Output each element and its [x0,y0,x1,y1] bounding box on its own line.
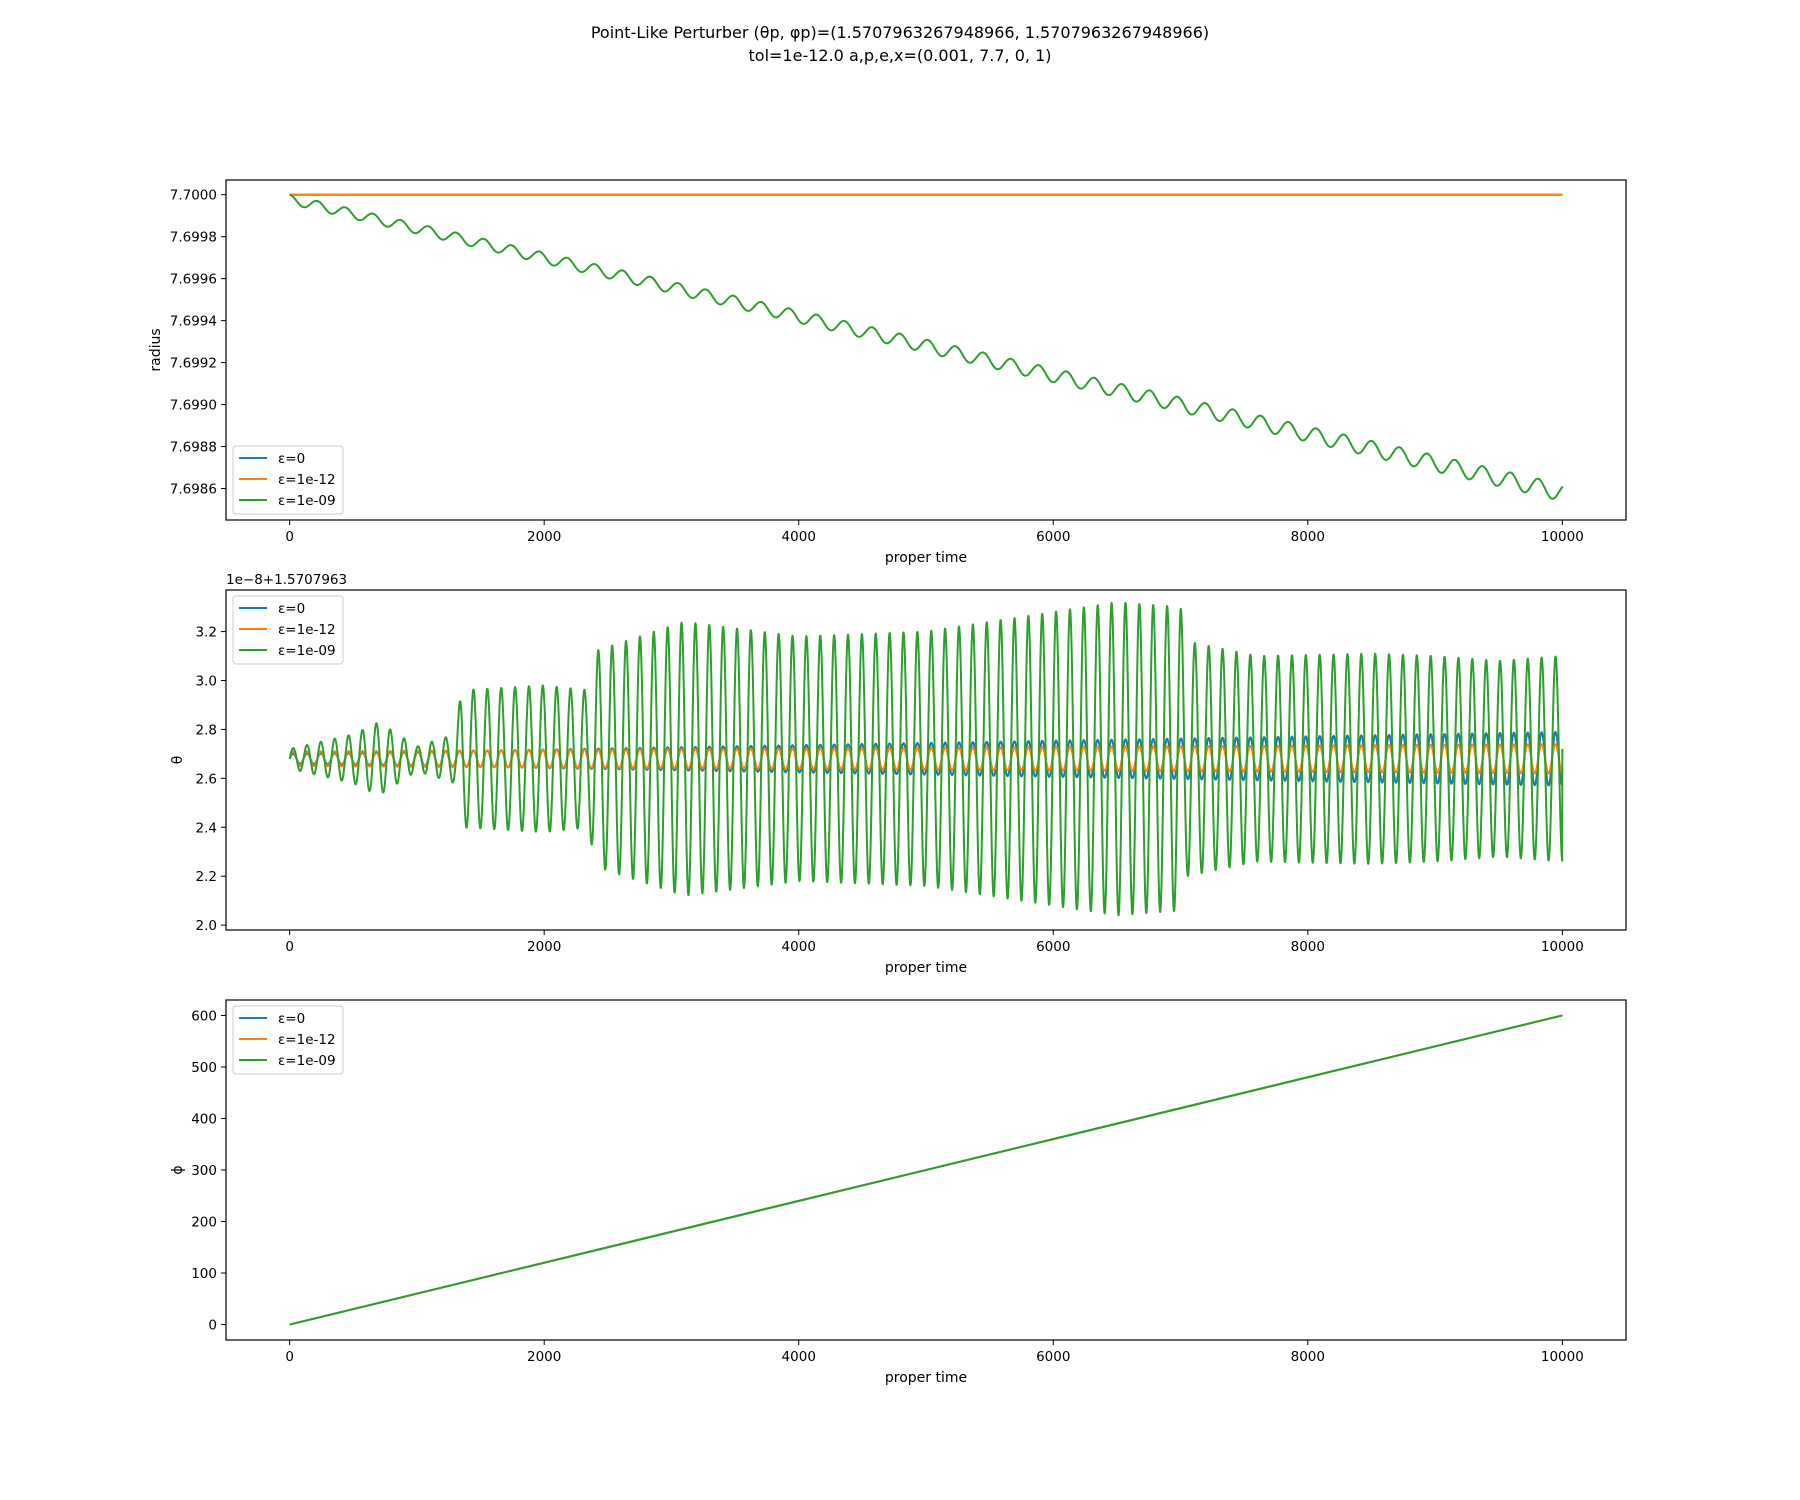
y-ticks: 2.0 2.2 2.4 2.6 2.8 3.0 3.2 [196,625,226,934]
x-tick-label: 8000 [1291,529,1325,545]
legend-label-eps1e-09: ε=1e-09 [278,493,336,509]
legend-label-eps0: ε=0 [278,1011,305,1027]
x-ticks: 0 2000 4000 6000 8000 10000 [285,930,1584,955]
y-tick-label: 2.6 [196,771,217,787]
legend-label-eps1e-12: ε=1e-12 [278,472,336,488]
y-tick-label: 200 [191,1215,217,1231]
x-axis-label: proper time [885,550,967,566]
x-tick-label: 8000 [1291,1349,1325,1365]
legend-label-eps0: ε=0 [278,601,305,617]
y-tick-label: 7.6994 [170,314,217,330]
y-tick-label: 3.0 [196,674,217,690]
y-offset-text: 1e−8+1.5707963 [226,572,347,588]
y-tick-label: 2.8 [196,722,217,738]
x-tick-label: 8000 [1291,939,1325,955]
plot-frame [225,179,1627,521]
x-tick-label: 0 [285,1349,294,1365]
x-ticks: 0 2000 4000 6000 8000 10000 [285,1340,1584,1365]
x-tick-label: 4000 [782,939,816,955]
legend: ε=0 ε=1e-12 ε=1e-09 [232,1005,344,1075]
x-tick-label: 2000 [527,1349,561,1365]
y-tick-label: 600 [191,1008,217,1024]
legend: ε=0 ε=1e-12 ε=1e-09 [232,445,344,515]
x-tick-label: 6000 [1036,529,1070,545]
legend-label-eps1e-12: ε=1e-12 [278,622,336,638]
y-ticks: 0 100 200 300 400 500 600 [191,1008,226,1334]
x-tick-label: 4000 [782,1349,816,1365]
y-ticks: 7.6986 7.6988 7.6990 7.6992 7.6994 7.6996 7.69… [170,188,226,498]
y-tick-label: 2.2 [196,869,217,885]
subplot-radius: 0 2000 4000 6000 8000 10000 7.6986 7.6988 7.699… [148,179,1627,566]
x-ticks: 0 2000 4000 6000 8000 10000 [285,520,1584,545]
figure-title-line1: Point-Like Perturber (θp, φp)=(1.5707963… [591,23,1209,42]
y-tick-label: 300 [191,1163,217,1179]
y-tick-label: 7.7000 [170,188,217,204]
plot-lines [289,1014,1563,1326]
x-tick-label: 10000 [1541,1349,1584,1365]
y-axis-label: ϕ [170,1165,186,1174]
x-tick-label: 0 [285,529,294,545]
y-tick-label: 7.6990 [170,398,217,414]
y-tick-label: 100 [191,1266,217,1282]
plot-frame [225,589,1627,931]
x-axis-label: proper time [885,960,967,976]
figure-title-line2: tol=1e-12.0 a,p,e,x=(0.001, 7.7, 0, 1) [749,46,1052,65]
x-tick-label: 6000 [1036,1349,1070,1365]
y-tick-label: 7.6998 [170,230,217,246]
plot-lines [288,601,1564,917]
legend-box [232,1005,344,1075]
legend-box [232,595,344,665]
y-tick-label: 7.6992 [170,356,217,372]
y-tick-label: 400 [191,1111,217,1127]
x-tick-label: 6000 [1036,939,1070,955]
series-line-1e-09 [288,601,1564,917]
x-tick-label: 0 [285,939,294,955]
series-line-1e-09 [288,193,1564,500]
x-tick-label: 10000 [1541,529,1584,545]
subplot-phi: 0 2000 4000 6000 8000 10000 0 100 200 300 400 500 6… [170,999,1627,1386]
y-tick-label: 2.0 [196,918,217,934]
x-tick-label: 2000 [527,939,561,955]
legend-label-eps1e-09: ε=1e-09 [278,1053,336,1069]
x-tick-label: 10000 [1541,939,1584,955]
y-axis-label: θ [170,756,186,765]
x-tick-label: 4000 [782,529,816,545]
x-tick-label: 2000 [527,529,561,545]
legend-box [232,445,344,515]
legend-label-eps0: ε=0 [278,451,305,467]
y-tick-label: 7.6986 [170,482,217,498]
subplot-theta: 1e−8+1.5707963 0 2000 4000 6000 8000 10000 2.… [170,572,1627,976]
y-tick-label: 0 [208,1318,217,1334]
series-line-1e-09 [289,1014,1563,1326]
legend-label-eps1e-12: ε=1e-12 [278,1032,336,1048]
legend: ε=0 ε=1e-12 ε=1e-09 [232,595,344,665]
y-tick-label: 7.6988 [170,440,217,456]
plot-lines [288,193,1564,500]
y-tick-label: 3.2 [196,625,217,641]
y-tick-label: 2.4 [196,820,217,836]
y-tick-label: 500 [191,1060,217,1076]
x-axis-label: proper time [885,1370,967,1386]
legend-label-eps1e-09: ε=1e-09 [278,643,336,659]
y-tick-label: 7.6996 [170,272,217,288]
y-axis-label: radius [148,328,164,371]
